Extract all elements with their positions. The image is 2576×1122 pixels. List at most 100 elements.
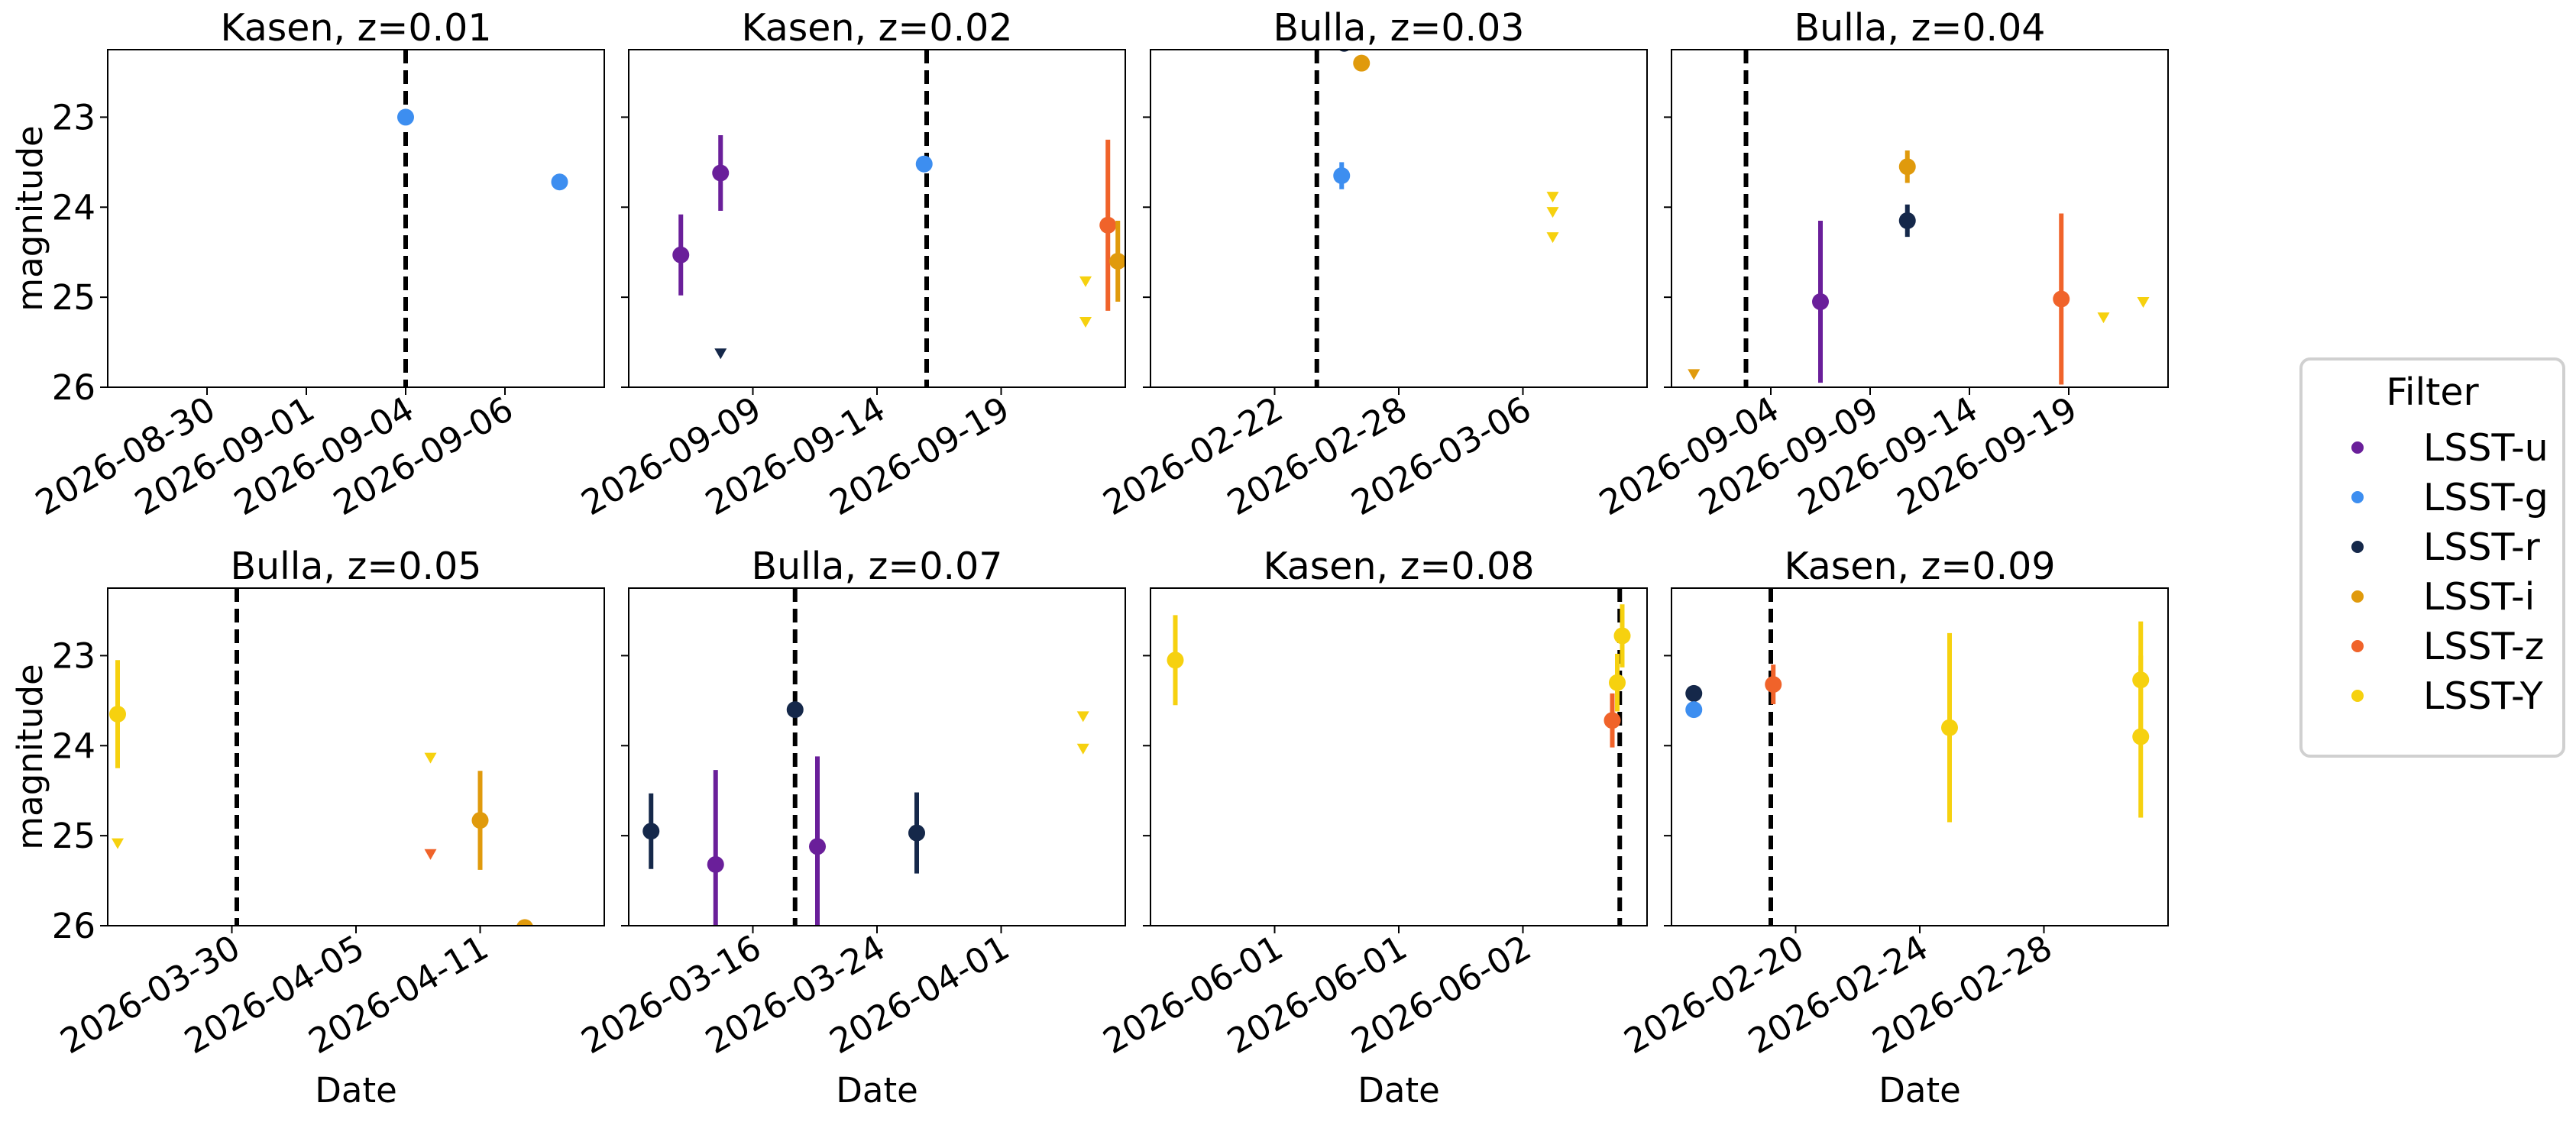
- legend-label: LSST-u: [2423, 426, 2548, 470]
- data-point: [672, 246, 690, 264]
- upper-limit-marker: [424, 849, 437, 860]
- legend-entry: LSST-Y: [2351, 674, 2544, 718]
- subplot-title: Kasen, z=0.01: [220, 6, 491, 50]
- upper-limit-marker: [1079, 276, 1092, 287]
- data-layer: [109, 588, 533, 926]
- data-point: [1609, 674, 1626, 691]
- data-point: [915, 155, 933, 173]
- subplot-title: Kasen, z=0.08: [1263, 545, 1534, 588]
- data-point: [1353, 54, 1371, 72]
- y-tick-label: 23: [52, 635, 95, 676]
- subplot-title: Kasen, z=0.02: [741, 6, 1012, 50]
- legend-entry: LSST-i: [2351, 575, 2535, 619]
- subplot: Bulla, z=0.0523242526magnitude2026-03-30…: [10, 545, 605, 1111]
- data-layer: [1685, 588, 2150, 926]
- upper-limit-marker: [1079, 316, 1092, 328]
- data-point: [908, 824, 925, 842]
- y-axis-label: magnitude: [10, 664, 50, 849]
- axes-frame: [1671, 587, 2169, 926]
- legend-marker: [2351, 690, 2364, 702]
- y-axis-label: magnitude: [10, 125, 50, 311]
- axes-frame: [628, 49, 1126, 388]
- data-point: [1167, 652, 1184, 669]
- data-point: [1613, 627, 1631, 645]
- legend-entry: LSST-u: [2351, 426, 2548, 470]
- data-point: [109, 706, 126, 723]
- axes-frame: [628, 587, 1126, 926]
- data-point: [707, 855, 724, 873]
- subplot: Bulla, z=0.072026-03-162026-03-242026-04…: [574, 545, 1126, 1111]
- subplot-title: Bulla, z=0.07: [752, 545, 1003, 588]
- upper-limit-marker: [2137, 297, 2150, 309]
- subplot-title: Bulla, z=0.05: [231, 545, 482, 588]
- legend-label: LSST-Y: [2423, 674, 2544, 718]
- data-point: [1765, 676, 1782, 694]
- legend-entry: LSST-r: [2351, 525, 2541, 569]
- y-tick-label: 23: [52, 97, 95, 137]
- legend-marker: [2351, 640, 2364, 652]
- data-point: [809, 838, 826, 855]
- legend-label: LSST-g: [2423, 476, 2548, 519]
- data-point: [1685, 684, 1703, 702]
- legend-marker: [2351, 491, 2364, 503]
- filter-legend: Filter LSST-uLSST-gLSST-rLSST-iLSST-zLSS…: [2299, 357, 2565, 758]
- x-axis-label: Date: [1879, 1070, 1961, 1111]
- data-point: [1333, 167, 1351, 185]
- upper-limit-marker: [1076, 711, 1089, 723]
- data-layer: [1688, 50, 2150, 387]
- upper-limit-marker: [714, 348, 727, 360]
- data-point: [471, 812, 489, 829]
- legend-title: Filter: [2386, 370, 2479, 414]
- legend-marker: [2351, 541, 2364, 553]
- data-point: [642, 823, 660, 840]
- subplot: Bulla, z=0.032026-02-222026-02-282026-03…: [1096, 6, 1648, 523]
- legend-label: LSST-z: [2423, 625, 2544, 668]
- upper-limit-marker: [1076, 743, 1089, 755]
- data-point: [1898, 212, 1916, 229]
- x-axis-label: Date: [1358, 1070, 1440, 1111]
- data-point: [1604, 712, 1621, 729]
- data-point: [712, 164, 730, 182]
- legend-marker: [2351, 590, 2364, 603]
- legend-marker: [2351, 441, 2364, 454]
- data-layer: [1167, 588, 1631, 926]
- legend-entries: LSST-u LSST-g LSST-r LSST-i LSST-z LSST-Y: [2351, 426, 2548, 718]
- y-tick-label: 25: [52, 816, 95, 856]
- legend-entry: LSST-z: [2351, 625, 2544, 668]
- data-point: [1685, 701, 1703, 719]
- legend-label: LSST-i: [2423, 575, 2535, 619]
- upper-limit-marker: [2097, 312, 2110, 324]
- legend-label: LSST-r: [2423, 525, 2541, 569]
- subplot-title: Bulla, z=0.03: [1273, 6, 1525, 50]
- data-point: [1898, 158, 1916, 176]
- subplot: Bulla, z=0.042026-09-042026-09-092026-09…: [1593, 6, 2169, 523]
- y-tick-label: 26: [52, 906, 95, 946]
- upper-limit-marker: [424, 752, 437, 764]
- legend-entry: LSST-g: [2351, 476, 2548, 519]
- data-layer: [397, 50, 568, 387]
- upper-limit-marker: [1546, 192, 1559, 203]
- upper-limit-marker: [1546, 232, 1559, 244]
- legend-frame: [2299, 357, 2565, 758]
- subplot-title: Kasen, z=0.09: [1784, 545, 2055, 588]
- y-tick-label: 24: [52, 187, 95, 228]
- subplot: Kasen, z=0.022026-09-092026-09-142026-09…: [574, 6, 1126, 523]
- data-point: [1812, 293, 1829, 311]
- axes-frame: [1150, 587, 1648, 926]
- axes-frame: [107, 587, 605, 926]
- subplot-grid: Kasen, z=0.0123242526magnitude2026-08-30…: [10, 6, 2169, 1111]
- data-point: [397, 108, 414, 126]
- subplot-title: Bulla, z=0.04: [1794, 6, 2046, 50]
- upper-limit-marker: [112, 838, 124, 849]
- data-point: [1109, 252, 1125, 270]
- data-point: [1099, 216, 1117, 234]
- data-point: [1941, 719, 1958, 736]
- data-point: [2053, 290, 2070, 308]
- y-tick-label: 26: [52, 367, 95, 408]
- data-point: [551, 173, 568, 191]
- axes-frame: [107, 49, 605, 388]
- data-layer: [672, 50, 1125, 387]
- subplot: Kasen, z=0.0123242526magnitude2026-08-30…: [10, 6, 605, 523]
- x-axis-label: Date: [836, 1070, 918, 1111]
